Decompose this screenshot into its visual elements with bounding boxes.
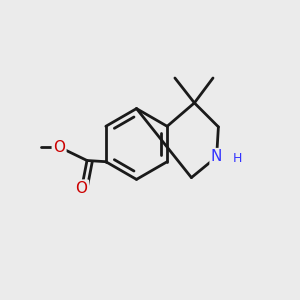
Text: N: N [211,149,222,164]
Text: H: H [233,152,242,165]
Text: O: O [53,140,65,154]
Text: O: O [76,181,88,196]
